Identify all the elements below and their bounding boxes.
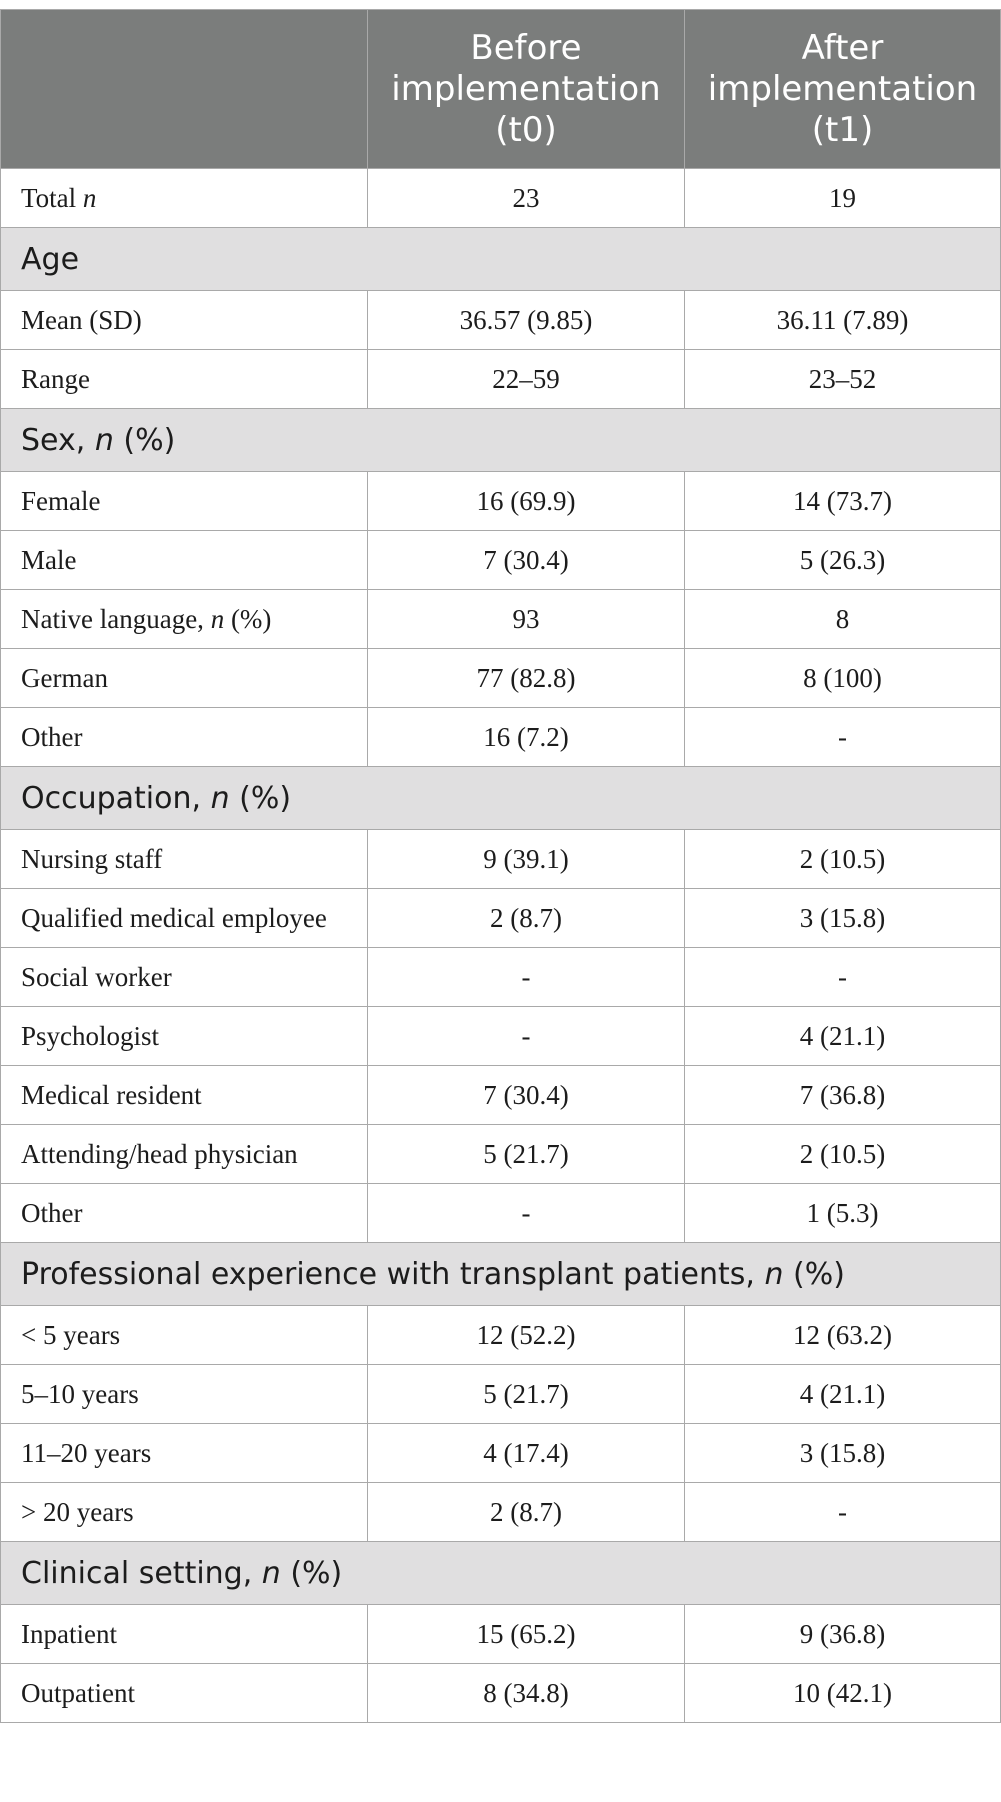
section-label: Sex, n (%) bbox=[0, 408, 1001, 472]
header-before: Before implementation (t0) bbox=[367, 9, 685, 169]
t1-value: 2 (10.5) bbox=[684, 829, 1001, 889]
section-label: Clinical setting, n (%) bbox=[0, 1541, 1001, 1605]
table-row: Attending/head physician 5 (21.7) 2 (10.… bbox=[0, 1124, 1001, 1184]
row-label: Nursing staff bbox=[0, 829, 368, 889]
section-row-clinical: Clinical setting, n (%) bbox=[0, 1541, 1001, 1605]
table-row: Mean (SD) 36.57 (9.85) 36.11 (7.89) bbox=[0, 290, 1001, 350]
t1-value: 12 (63.2) bbox=[684, 1305, 1001, 1365]
row-label: Social worker bbox=[0, 947, 368, 1007]
table-row: < 5 years 12 (52.2) 12 (63.2) bbox=[0, 1305, 1001, 1365]
row-label: Inpatient bbox=[0, 1604, 368, 1664]
t0-value: 12 (52.2) bbox=[367, 1305, 685, 1365]
t0-value: 7 (30.4) bbox=[367, 1065, 685, 1125]
row-label: > 20 years bbox=[0, 1482, 368, 1542]
header-empty bbox=[0, 9, 368, 169]
table-row: Psychologist - 4 (21.1) bbox=[0, 1006, 1001, 1066]
section-row-experience: Professional experience with transplant … bbox=[0, 1242, 1001, 1306]
row-label: Total n bbox=[0, 168, 368, 228]
table-row: Other - 1 (5.3) bbox=[0, 1183, 1001, 1243]
row-label: German bbox=[0, 648, 368, 708]
t0-value: 4 (17.4) bbox=[367, 1423, 685, 1483]
row-label: Qualified medical employee bbox=[0, 888, 368, 948]
t0-value: 16 (7.2) bbox=[367, 707, 685, 767]
table-row: Total n 23 19 bbox=[0, 168, 1001, 228]
table-row: Native language, n (%) 93 8 bbox=[0, 589, 1001, 649]
row-label: Female bbox=[0, 471, 368, 531]
row-label: Other bbox=[0, 1183, 368, 1243]
t0-value: - bbox=[367, 947, 685, 1007]
row-label: Male bbox=[0, 530, 368, 590]
t0-value: 8 (34.8) bbox=[367, 1663, 685, 1723]
table-row: Male 7 (30.4) 5 (26.3) bbox=[0, 530, 1001, 590]
table-row: Female 16 (69.9) 14 (73.7) bbox=[0, 471, 1001, 531]
row-label: 11–20 years bbox=[0, 1423, 368, 1483]
t0-value: 7 (30.4) bbox=[367, 530, 685, 590]
t0-value: 93 bbox=[367, 589, 685, 649]
table-row: Social worker - - bbox=[0, 947, 1001, 1007]
t1-value: 19 bbox=[684, 168, 1001, 228]
t0-value: 2 (8.7) bbox=[367, 888, 685, 948]
section-row-occupation: Occupation, n (%) bbox=[0, 766, 1001, 830]
t1-value: - bbox=[684, 947, 1001, 1007]
table-row: 5–10 years 5 (21.7) 4 (21.1) bbox=[0, 1364, 1001, 1424]
table-row: Outpatient 8 (34.8) 10 (42.1) bbox=[0, 1663, 1001, 1723]
t0-value: 9 (39.1) bbox=[367, 829, 685, 889]
t1-value: 7 (36.8) bbox=[684, 1065, 1001, 1125]
t1-value: 10 (42.1) bbox=[684, 1663, 1001, 1723]
header-after: After implementation (t1) bbox=[684, 9, 1001, 169]
table-row: > 20 years 2 (8.7) - bbox=[0, 1482, 1001, 1542]
table-row: Medical resident 7 (30.4) 7 (36.8) bbox=[0, 1065, 1001, 1125]
table-row: 11–20 years 4 (17.4) 3 (15.8) bbox=[0, 1423, 1001, 1483]
t1-value: 36.11 (7.89) bbox=[684, 290, 1001, 350]
t1-value: - bbox=[684, 1482, 1001, 1542]
table-row: Range 22–59 23–52 bbox=[0, 349, 1001, 409]
table-row: German 77 (82.8) 8 (100) bbox=[0, 648, 1001, 708]
t1-value: 8 bbox=[684, 589, 1001, 649]
row-label: Range bbox=[0, 349, 368, 409]
row-label: Mean (SD) bbox=[0, 290, 368, 350]
row-label: Other bbox=[0, 707, 368, 767]
section-label: Age bbox=[0, 227, 1001, 291]
t0-value: 15 (65.2) bbox=[367, 1604, 685, 1664]
t0-value: 77 (82.8) bbox=[367, 648, 685, 708]
t1-value: 14 (73.7) bbox=[684, 471, 1001, 531]
t0-value: 5 (21.7) bbox=[367, 1364, 685, 1424]
row-label: Attending/head physician bbox=[0, 1124, 368, 1184]
row-label: Outpatient bbox=[0, 1663, 368, 1723]
row-label: Medical resident bbox=[0, 1065, 368, 1125]
t1-value: - bbox=[684, 707, 1001, 767]
t0-value: - bbox=[367, 1183, 685, 1243]
demographics-table: Before implementation (t0) After impleme… bbox=[0, 9, 1001, 1723]
t1-value: 23–52 bbox=[684, 349, 1001, 409]
row-label: Psychologist bbox=[0, 1006, 368, 1066]
table-row: Qualified medical employee 2 (8.7) 3 (15… bbox=[0, 888, 1001, 948]
header-row: Before implementation (t0) After impleme… bbox=[0, 9, 1001, 169]
t0-value: 5 (21.7) bbox=[367, 1124, 685, 1184]
row-label: 5–10 years bbox=[0, 1364, 368, 1424]
table-row: Inpatient 15 (65.2) 9 (36.8) bbox=[0, 1604, 1001, 1664]
t0-value: 22–59 bbox=[367, 349, 685, 409]
t0-value: 23 bbox=[367, 168, 685, 228]
table-row: Nursing staff 9 (39.1) 2 (10.5) bbox=[0, 829, 1001, 889]
t1-value: 9 (36.8) bbox=[684, 1604, 1001, 1664]
t0-value: 2 (8.7) bbox=[367, 1482, 685, 1542]
t0-value: 36.57 (9.85) bbox=[367, 290, 685, 350]
t0-value: 16 (69.9) bbox=[367, 471, 685, 531]
row-label: < 5 years bbox=[0, 1305, 368, 1365]
t0-value: - bbox=[367, 1006, 685, 1066]
t1-value: 3 (15.8) bbox=[684, 1423, 1001, 1483]
section-row-sex: Sex, n (%) bbox=[0, 408, 1001, 472]
section-label: Professional experience with transplant … bbox=[0, 1242, 1001, 1306]
row-label: Native language, n (%) bbox=[0, 589, 368, 649]
table-row: Other 16 (7.2) - bbox=[0, 707, 1001, 767]
section-label: Occupation, n (%) bbox=[0, 766, 1001, 830]
t1-value: 4 (21.1) bbox=[684, 1364, 1001, 1424]
t1-value: 5 (26.3) bbox=[684, 530, 1001, 590]
section-row-age: Age bbox=[0, 227, 1001, 291]
t1-value: 4 (21.1) bbox=[684, 1006, 1001, 1066]
t1-value: 8 (100) bbox=[684, 648, 1001, 708]
t1-value: 1 (5.3) bbox=[684, 1183, 1001, 1243]
t1-value: 2 (10.5) bbox=[684, 1124, 1001, 1184]
t1-value: 3 (15.8) bbox=[684, 888, 1001, 948]
